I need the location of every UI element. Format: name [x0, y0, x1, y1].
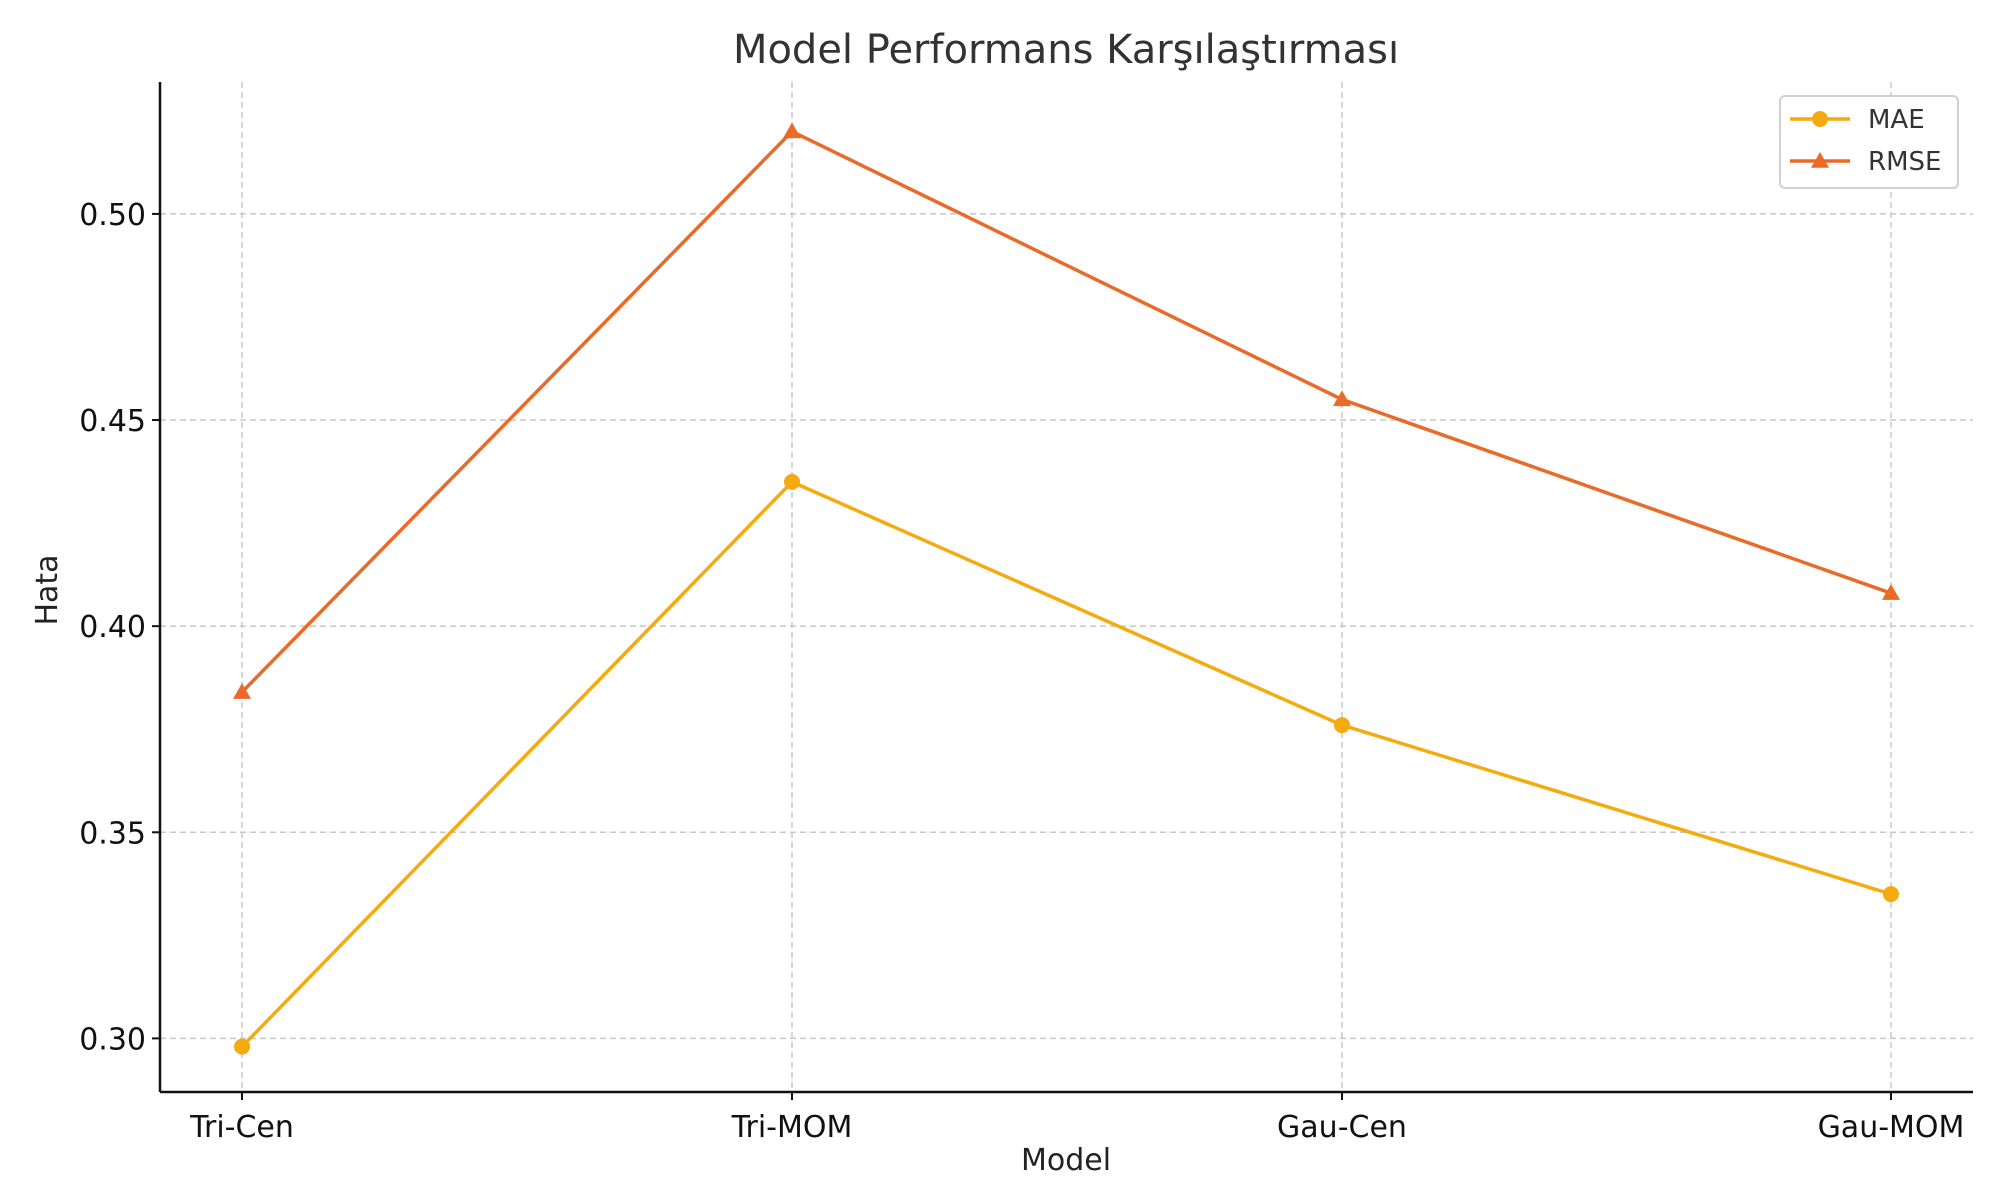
- y-tick-label: 0.50: [79, 198, 146, 233]
- axes: [158, 82, 1973, 1094]
- legend-marker: [1812, 111, 1828, 127]
- x-tick-label: Gau-Cen: [1277, 1110, 1407, 1145]
- y-tick-label: 0.45: [79, 404, 146, 439]
- mae-line: [240, 480, 1892, 1048]
- rmse-point: [1333, 390, 1351, 407]
- rmse-line: [240, 129, 1892, 694]
- rmse-point: [783, 122, 801, 139]
- chart-title: Model Performans Karşılaştırması: [733, 27, 1399, 73]
- legend-item-mae: MAE: [1790, 105, 1925, 135]
- y-tick-label: 0.40: [79, 610, 146, 645]
- legend-label: RMSE: [1868, 147, 1941, 177]
- legend-item-rmse: RMSE: [1790, 147, 1941, 177]
- series-rmse: [233, 122, 1900, 699]
- legend-marker: [1811, 152, 1829, 168]
- legend: MAE RMSE: [1779, 95, 1959, 189]
- tick-labels: Tri-Cen Tri-MOM Gau-Cen Gau-MOM 0.30 0.35 0.40…: [79, 198, 1964, 1145]
- y-tick-label: 0.35: [79, 816, 146, 851]
- grid: [160, 82, 1973, 1092]
- x-tick-label: Gau-MOM: [1818, 1110, 1965, 1145]
- x-axis-label: Model: [1021, 1143, 1111, 1178]
- y-tick-label: 0.30: [79, 1022, 146, 1057]
- y-axis-label: Hata: [30, 554, 65, 625]
- mae-point: [1883, 886, 1899, 903]
- rmse-point: [1882, 584, 1900, 600]
- x-tick-label: Tri-MOM: [731, 1110, 853, 1145]
- legend-label: MAE: [1868, 105, 1925, 135]
- mae-point: [1334, 717, 1350, 734]
- rmse-point: [233, 683, 251, 699]
- series-mae: [234, 473, 1899, 1055]
- series: [233, 122, 1900, 1055]
- mae-point: [234, 1038, 250, 1055]
- x-tick-label: Tri-Cen: [189, 1110, 294, 1145]
- mae-point: [784, 473, 800, 490]
